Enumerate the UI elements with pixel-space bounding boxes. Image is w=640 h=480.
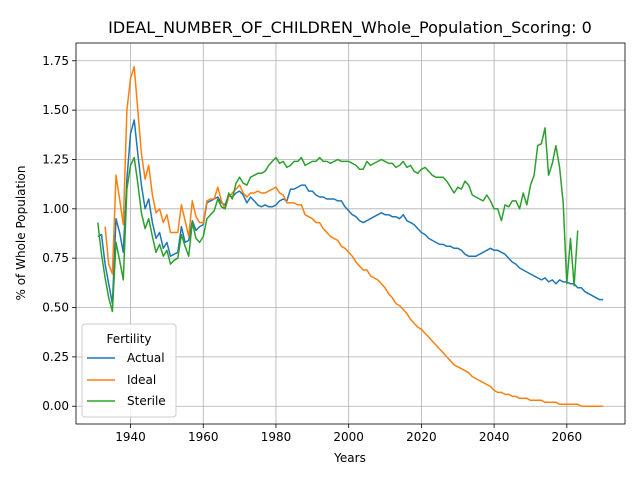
x-axis-label: Years [333, 451, 366, 465]
series-line-actual [97, 119, 604, 305]
y-tick-label: 1.50 [42, 103, 69, 117]
x-tick-label: 2020 [406, 430, 437, 444]
series-line-ideal [104, 65, 604, 407]
y-tick-label: 1.25 [42, 152, 69, 166]
x-tick-label: 2040 [479, 430, 510, 444]
y-tick-label: 1.00 [42, 202, 69, 216]
x-tick-label: 1980 [261, 430, 292, 444]
y-axis: 0.00 0.25 0.50 0.75 1.00 1.25 1.50 1.75 [42, 54, 76, 413]
y-tick-label: 0.25 [42, 350, 69, 364]
x-tick-label: 1940 [115, 430, 146, 444]
series-lines [97, 65, 604, 407]
grid-lines [76, 43, 625, 424]
chart-title: IDEAL_NUMBER_OF_CHILDREN_Whole_Populatio… [108, 18, 592, 38]
legend-label-sterile: Sterile [127, 394, 166, 408]
y-tick-label: 0.00 [42, 399, 69, 413]
y-tick-label: 0.75 [42, 251, 69, 265]
y-tick-label: 0.50 [42, 301, 69, 315]
x-tick-label: 2060 [552, 430, 583, 444]
legend-label-actual: Actual [127, 351, 165, 365]
x-tick-label: 2000 [333, 430, 364, 444]
legend-title: Fertility [106, 332, 151, 346]
y-axis-label: % of Whole Population [14, 166, 28, 301]
legend-label-ideal: Ideal [127, 373, 156, 387]
x-axis: 1940 1960 1980 2000 2020 2040 2060 [115, 424, 582, 444]
series-line-sterile [97, 127, 579, 313]
x-tick-label: 1960 [188, 430, 219, 444]
plot-frame [75, 42, 626, 425]
legend: Fertility Actual Ideal Sterile [81, 323, 177, 418]
legend-box [81, 323, 177, 418]
y-tick-label: 1.75 [42, 54, 69, 68]
